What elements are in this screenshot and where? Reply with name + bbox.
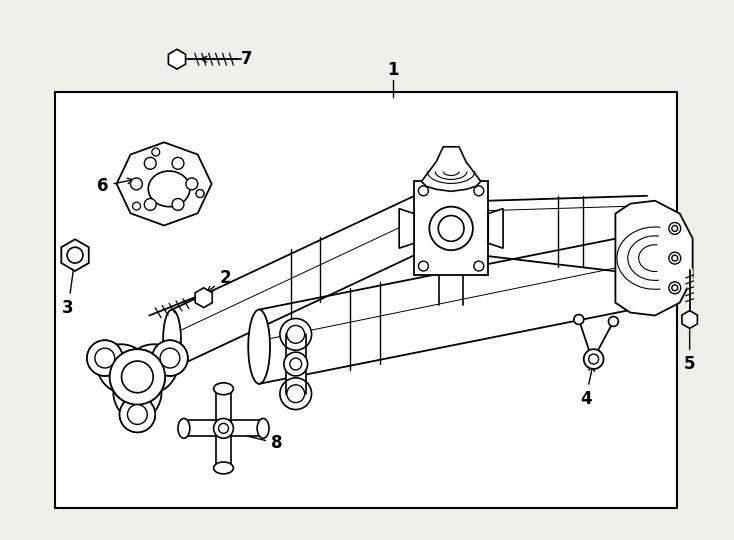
Circle shape [574, 314, 584, 325]
Circle shape [280, 378, 311, 409]
Circle shape [95, 348, 115, 368]
Ellipse shape [214, 462, 233, 474]
Text: 8: 8 [228, 430, 283, 452]
Polygon shape [488, 196, 647, 275]
Circle shape [160, 348, 180, 368]
Circle shape [672, 226, 677, 232]
Circle shape [474, 261, 484, 271]
Circle shape [87, 340, 123, 376]
Circle shape [280, 319, 311, 350]
Polygon shape [259, 235, 632, 384]
Circle shape [438, 215, 464, 241]
Polygon shape [168, 49, 186, 69]
Circle shape [429, 207, 473, 250]
Circle shape [287, 326, 305, 343]
Circle shape [669, 222, 680, 234]
Ellipse shape [178, 418, 190, 438]
Circle shape [122, 361, 153, 393]
Circle shape [145, 157, 156, 169]
Circle shape [608, 316, 618, 326]
Text: 7: 7 [201, 50, 253, 68]
Circle shape [172, 157, 184, 169]
Circle shape [67, 247, 83, 263]
Text: 2: 2 [207, 269, 231, 292]
Circle shape [152, 148, 160, 156]
Ellipse shape [214, 383, 233, 395]
Circle shape [287, 385, 305, 403]
Text: 6: 6 [97, 177, 133, 195]
Text: 5: 5 [684, 319, 695, 373]
Circle shape [290, 358, 302, 370]
Circle shape [284, 352, 308, 376]
Circle shape [120, 397, 155, 433]
Circle shape [122, 361, 153, 393]
Circle shape [669, 252, 680, 264]
Circle shape [172, 199, 184, 211]
Ellipse shape [163, 309, 181, 369]
Circle shape [214, 418, 233, 438]
Ellipse shape [257, 418, 269, 438]
Circle shape [669, 282, 680, 294]
Circle shape [87, 340, 123, 376]
Circle shape [129, 369, 145, 385]
Text: 4: 4 [580, 365, 595, 408]
Circle shape [120, 397, 155, 433]
Polygon shape [62, 239, 89, 271]
Circle shape [145, 199, 156, 211]
Polygon shape [421, 147, 481, 191]
Polygon shape [682, 310, 697, 328]
Text: 1: 1 [387, 61, 399, 79]
Circle shape [152, 340, 188, 376]
Circle shape [186, 178, 197, 190]
Circle shape [219, 423, 228, 433]
Bar [414, 181, 488, 275]
Polygon shape [216, 389, 231, 468]
Circle shape [196, 190, 204, 198]
Circle shape [152, 340, 188, 376]
Circle shape [109, 349, 165, 404]
Circle shape [109, 349, 165, 404]
Circle shape [418, 261, 429, 271]
Polygon shape [399, 208, 414, 248]
Circle shape [128, 404, 148, 424]
Circle shape [584, 349, 603, 369]
Circle shape [133, 202, 140, 210]
Circle shape [672, 255, 677, 261]
Text: 3: 3 [62, 262, 76, 316]
Polygon shape [488, 208, 503, 248]
Circle shape [418, 186, 429, 196]
Ellipse shape [148, 171, 190, 207]
Circle shape [196, 190, 204, 198]
Circle shape [589, 354, 599, 364]
Circle shape [160, 348, 180, 368]
Circle shape [128, 404, 148, 424]
Ellipse shape [248, 309, 270, 384]
Polygon shape [615, 201, 693, 315]
Polygon shape [95, 345, 179, 424]
Polygon shape [286, 334, 305, 394]
Polygon shape [195, 288, 212, 308]
Circle shape [95, 348, 115, 368]
Bar [55, 92, 677, 508]
Polygon shape [184, 421, 263, 436]
Circle shape [131, 178, 142, 190]
Circle shape [672, 285, 677, 291]
Circle shape [474, 186, 484, 196]
Polygon shape [172, 189, 429, 369]
Polygon shape [117, 143, 211, 226]
